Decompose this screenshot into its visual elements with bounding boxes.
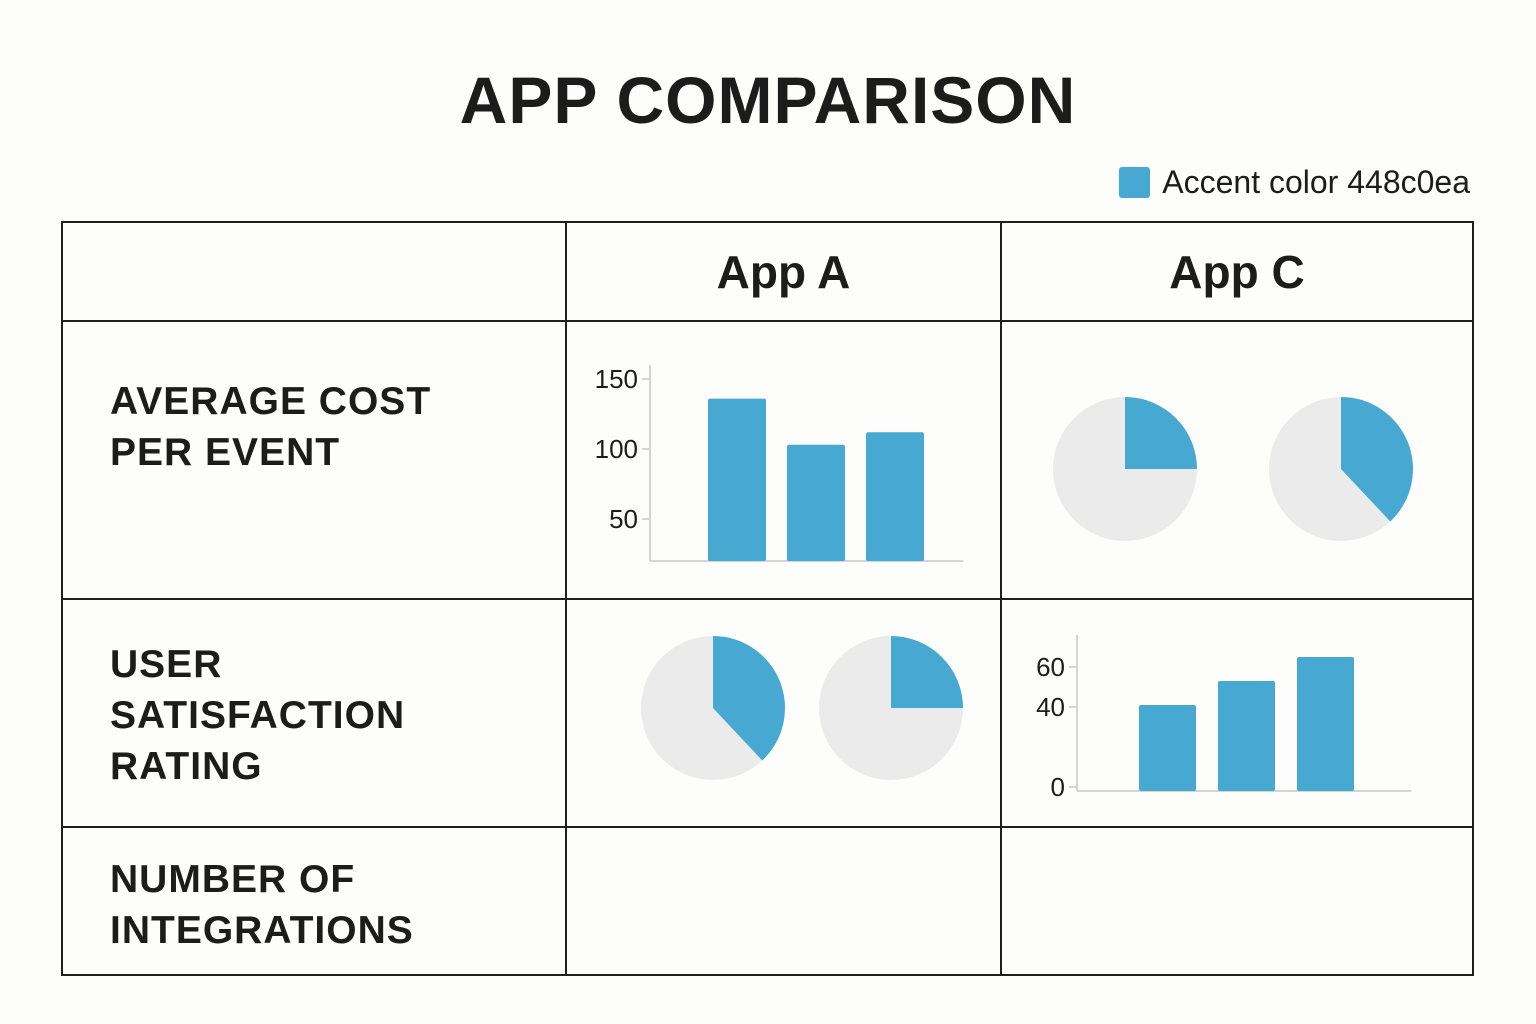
- table-line-row2: [61, 826, 1474, 828]
- table-border-left: [61, 221, 63, 976]
- table-line-col2: [1000, 221, 1002, 976]
- pie-charts-satisfaction-app-a: [641, 636, 963, 780]
- legend: Accent color 448c0ea: [1119, 164, 1470, 201]
- table-border-bottom: [61, 974, 1474, 976]
- table-line-col1: [565, 221, 567, 976]
- page-title: APP COMPARISON: [459, 63, 1077, 137]
- y-tick-label: 60: [1036, 652, 1065, 682]
- legend-swatch: [1119, 167, 1151, 198]
- pie-slice: [1341, 397, 1413, 522]
- row-label-user-satisfaction: USER SATISFACTION RATING: [110, 639, 405, 792]
- pie-slice: [891, 636, 963, 708]
- row-label-line: RATING: [110, 745, 263, 788]
- pie-slice: [1125, 397, 1197, 469]
- row-label-integrations: NUMBER OF INTEGRATIONS: [110, 854, 414, 956]
- table-border-right: [1472, 221, 1474, 976]
- bar: [1297, 657, 1354, 791]
- pie-charts-cost-app-c: [1053, 397, 1413, 541]
- column-header-app-a: App A: [716, 245, 851, 298]
- bar-chart-cost-app-a: 50 100 150: [595, 364, 963, 562]
- bar: [708, 398, 766, 561]
- bar: [1218, 681, 1275, 791]
- bar-chart-satisfaction-app-c: 0 40 60: [1036, 635, 1411, 802]
- table-line-row1: [61, 598, 1474, 600]
- y-tick-label: 50: [609, 504, 638, 534]
- y-tick-label: 40: [1036, 692, 1065, 722]
- row-label-line: SATISFACTION: [110, 694, 406, 737]
- table-border-top: [61, 221, 1474, 223]
- pie-slice: [713, 636, 785, 761]
- row-label-line: INTEGRATIONS: [110, 909, 414, 952]
- bar: [787, 444, 845, 561]
- row-label-average-cost: AVERAGE COST PER EVENT: [110, 376, 431, 478]
- bar: [866, 432, 924, 561]
- row-label-line: NUMBER OF: [110, 858, 356, 901]
- legend-label: Accent color 448c0ea: [1162, 164, 1470, 200]
- table-line-header: [61, 320, 1474, 322]
- y-tick-label: 0: [1051, 772, 1065, 802]
- y-tick-label: 100: [595, 434, 638, 464]
- row-label-line: PER EVENT: [110, 431, 341, 474]
- row-label-line: AVERAGE COST: [110, 380, 432, 423]
- bar: [1139, 705, 1196, 791]
- row-label-line: USER: [110, 643, 223, 686]
- y-tick-label: 150: [595, 364, 638, 394]
- column-header-app-c: App C: [1169, 245, 1305, 298]
